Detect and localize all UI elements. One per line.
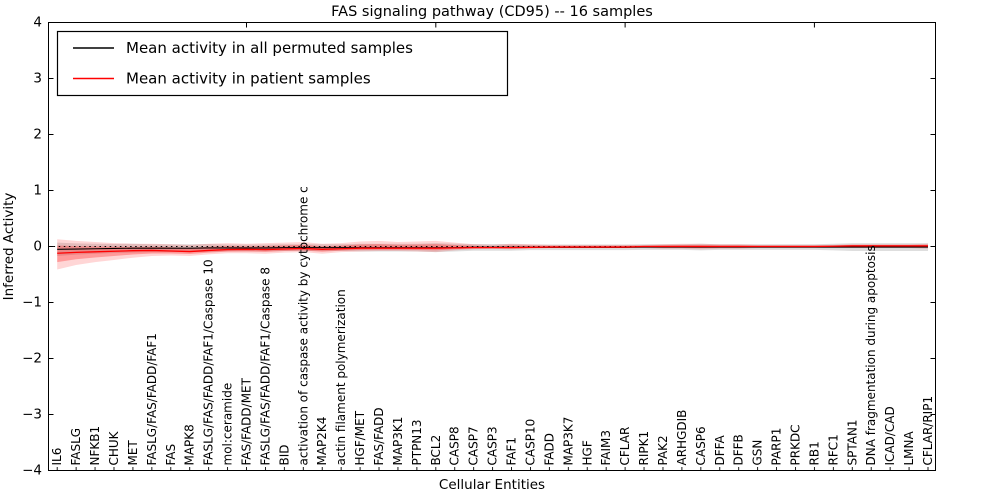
- x-tick-labels: IL6 FASLG NFKB1 CHUK MET FASLG/FAS/FADD/FAF1 F…: [50, 186, 935, 465]
- x-tick-label: actin filament polymerization: [334, 289, 348, 465]
- x-tick-label: ARHGDIB: [675, 410, 689, 466]
- x-tick-label: RB1: [807, 441, 821, 465]
- x-tick-label: MAPK8: [183, 424, 197, 465]
- legend-box: [56, 30, 509, 97]
- x-tick-label: HGF: [580, 440, 594, 465]
- x-tick-label: FAS: [164, 444, 178, 466]
- x-tick-label: CASP8: [448, 426, 462, 465]
- y-tick-label: 3: [33, 71, 42, 87]
- y-tick-label: 4: [33, 15, 42, 31]
- y-tick-label: 1: [33, 183, 42, 199]
- x-tick-label: FASLG: [69, 428, 83, 466]
- x-tick-label: PTPN13: [410, 419, 424, 465]
- legend-label-patient: Mean activity in patient samples: [126, 70, 371, 88]
- x-tick-label: CASP7: [467, 426, 481, 465]
- x-tick-label: LMNA: [902, 430, 916, 465]
- x-tick-label: FASLG/FAS/FADD/FAF1: [145, 333, 159, 465]
- y-tick-label: −3: [22, 407, 42, 423]
- x-tick-label: activation of caspase activity by cytoch…: [296, 186, 310, 465]
- legend: Mean activity in all permuted samples Me…: [56, 30, 509, 97]
- confidence-bands: [57, 239, 928, 270]
- x-tick-label: MAP3K7: [561, 417, 575, 466]
- legend-label-permuted: Mean activity in all permuted samples: [126, 39, 413, 57]
- patient-mean-line: [57, 245, 928, 254]
- x-tick-label: FAF1: [505, 437, 519, 466]
- x-tick-label: DNA fragmentation during apoptosis: [864, 245, 878, 465]
- x-tick-label: NFKB1: [88, 426, 102, 466]
- x-tick-label: PARP1: [770, 428, 784, 466]
- x-tick-label: FAS/FADD/MET: [240, 377, 254, 465]
- x-tick-label: RFC1: [826, 434, 840, 465]
- x-tick-label: FAS/FADD: [372, 407, 386, 465]
- x-tick-label: DFFA: [713, 435, 727, 466]
- y-tick-label: −1: [22, 295, 42, 311]
- x-tick-label: CFLAR: [618, 427, 632, 466]
- x-tick-label: PAK2: [656, 435, 670, 465]
- x-tick-label: FADD: [542, 433, 556, 466]
- x-tick-label: CFLAR/RIP1: [921, 396, 935, 466]
- patient-samples-outer-band: [57, 239, 928, 270]
- x-tick-label: mol:ceramide: [221, 383, 235, 466]
- axes-frame-and-ticks: [48, 22, 936, 471]
- y-tick-label: −4: [22, 463, 42, 479]
- x-tick-label: CHUK: [107, 430, 121, 465]
- x-tick-label: HGF/MET: [353, 410, 367, 465]
- y-tick-label: 2: [33, 127, 42, 143]
- x-tick-label: CASP3: [486, 426, 500, 465]
- chart-title: FAS signaling pathway (CD95) -- 16 sampl…: [331, 4, 653, 20]
- x-tick-label: CASP10: [524, 419, 538, 466]
- x-tick-label: PRKDC: [789, 424, 803, 465]
- x-tick-label: MAP2K4: [315, 417, 329, 466]
- x-tick-label: DFFB: [732, 434, 746, 465]
- x-tick-label: FASLG/FAS/FADD/FAF1/Caspase 8: [258, 267, 272, 466]
- x-tick-label: BCL2: [429, 435, 443, 466]
- x-tick-label: BID: [277, 444, 291, 465]
- x-tick-label: MET: [126, 440, 140, 466]
- series-lines: [48, 245, 936, 254]
- y-tick-labels: 4 3 2 1 0 −1 −2 −3 −4: [22, 15, 42, 479]
- x-axis-label: Cellular Entities: [439, 477, 545, 493]
- x-tick-label: FAIM3: [599, 430, 613, 466]
- x-tick-label: IL6: [50, 448, 64, 466]
- x-tick-label: CASP6: [694, 426, 708, 465]
- x-tick-label: MAP3K1: [391, 417, 405, 466]
- y-tick-label: −2: [22, 351, 42, 367]
- x-tick-label: SPTAN1: [845, 419, 859, 465]
- y-axis-label: Inferred Activity: [1, 193, 17, 301]
- x-tick-label: ICAD/CAD: [883, 406, 897, 465]
- y-tick-label: 0: [33, 239, 42, 255]
- x-tick-label: RIPK1: [637, 431, 651, 466]
- x-tick-label: GSN: [751, 440, 765, 466]
- x-tick-label: FASLG/FAS/FADD/FAF1/Caspase 10: [202, 259, 216, 465]
